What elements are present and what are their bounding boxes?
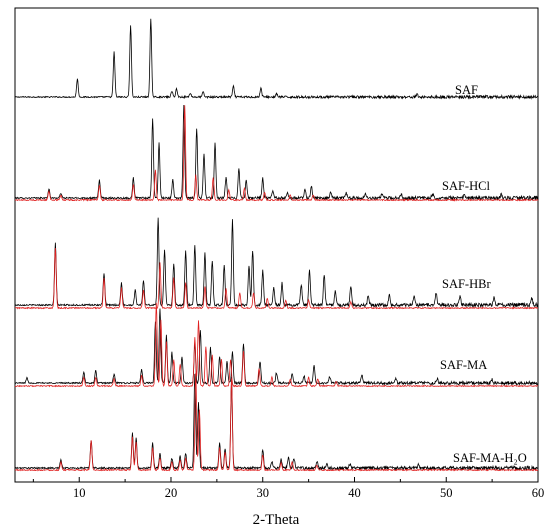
trace-saf-hcl-measured [14,104,539,202]
x-tick-label-50: 50 [440,486,453,500]
panel-label-saf-hbr: SAF-HBr [442,277,491,291]
x-tick-label-30: 30 [256,486,269,500]
plot-frame [14,7,539,483]
x-axis-title: 2-Theta [253,512,300,528]
panel-label-saf-ma-h-o: SAF-MA-H₂O [453,451,527,465]
x-tick-label-60: 60 [532,486,545,500]
x-tick-label-40: 40 [348,486,361,500]
trace-saf-hbr-measured [14,217,539,308]
traces-layer [14,18,539,472]
panel-label-saf: SAF [455,83,478,97]
trace-saf-hbr-simulated [14,248,539,310]
panel-label-saf-hcl: SAF-HCl [442,179,490,193]
x-tick-label-20: 20 [165,486,178,500]
trace-saf-ma-h-o-measured [14,373,539,472]
x-tick-label-10: 10 [73,486,86,500]
trace-saf-ma-simulated [14,302,539,388]
trace-saf-ma-h-o-simulated [14,372,539,472]
trace-saf-ma-measured [14,308,539,387]
trace-saf-hcl-simulated [14,105,539,202]
panel-labels: SAF SAF-HCl SAF-HBr SAF-MA SAF-MA-H₂O [440,83,527,465]
panel-label-saf-ma: SAF-MA [440,358,487,372]
trace-saf-measured [14,18,539,100]
x-ticks: 10 20 30 40 50 60 [32,477,545,500]
